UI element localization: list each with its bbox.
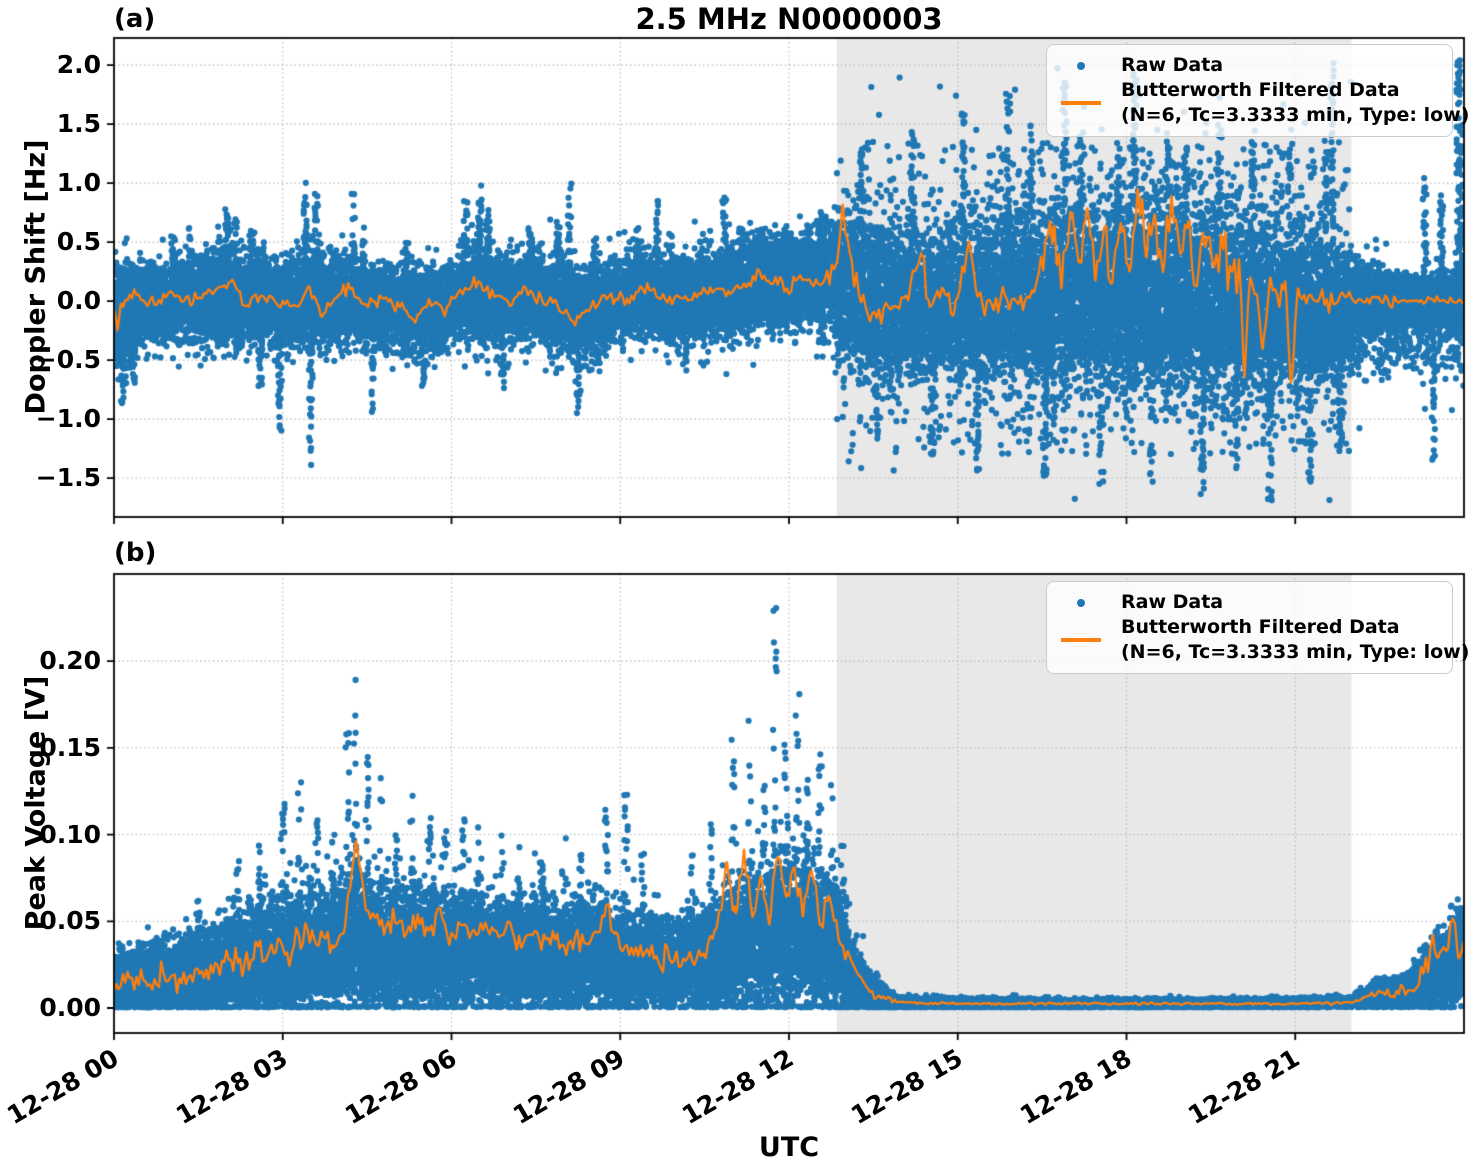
y-tick-label: 1.5 <box>56 109 101 139</box>
legend-panel-b: Raw Data Butterworth Filtered Data (N=6,… <box>1046 581 1469 674</box>
y-tick-label: 0.10 <box>39 819 101 849</box>
legend-raw-label: Raw Data <box>1121 591 1224 613</box>
y-tick-label: 2.0 <box>56 50 101 80</box>
y-tick-label: −1.0 <box>35 404 101 434</box>
y-tick-label: −0.5 <box>35 345 101 375</box>
y-tick-label: 0.0 <box>56 286 101 316</box>
x-axis-label: UTC <box>758 1132 820 1163</box>
y-tick-label: 0.5 <box>56 227 101 257</box>
legend-raw-label: Raw Data <box>1121 54 1224 76</box>
legend-filtered-label: Butterworth Filtered Data (N=6, Tc=3.333… <box>1121 79 1470 126</box>
legend-entry-filtered: Butterworth Filtered Data (N=6, Tc=3.333… <box>1059 78 1469 128</box>
panel-a-label: (a) <box>114 4 156 34</box>
y-tick-label: 0.20 <box>39 646 101 676</box>
y-axis-label-voltage: Peak Voltage [V] <box>20 675 52 931</box>
legend-filtered-label: Butterworth Filtered Data (N=6, Tc=3.333… <box>1121 616 1470 663</box>
y-tick-label: 0.15 <box>39 732 101 762</box>
legend-entry-raw: Raw Data <box>1059 590 1442 615</box>
legend-entry-raw: Raw Data <box>1059 53 1442 78</box>
panel-b-label: (b) <box>114 538 157 568</box>
chart-title: 2.5 MHz N0000003 <box>635 2 943 36</box>
y-tick-label: 0.05 <box>39 906 101 936</box>
raw-data-marker-icon <box>1059 53 1103 78</box>
y-tick-label: −1.5 <box>35 463 101 493</box>
y-tick-label: 0.00 <box>39 993 101 1023</box>
filtered-data-line-icon <box>1059 78 1103 128</box>
filtered-data-line-icon <box>1059 615 1103 665</box>
y-tick-label: 1.0 <box>56 168 101 198</box>
raw-data-marker-icon <box>1059 590 1103 615</box>
legend-entry-filtered: Butterworth Filtered Data (N=6, Tc=3.333… <box>1059 615 1469 665</box>
legend-panel-a: Raw Data Butterworth Filtered Data (N=6,… <box>1046 44 1469 137</box>
